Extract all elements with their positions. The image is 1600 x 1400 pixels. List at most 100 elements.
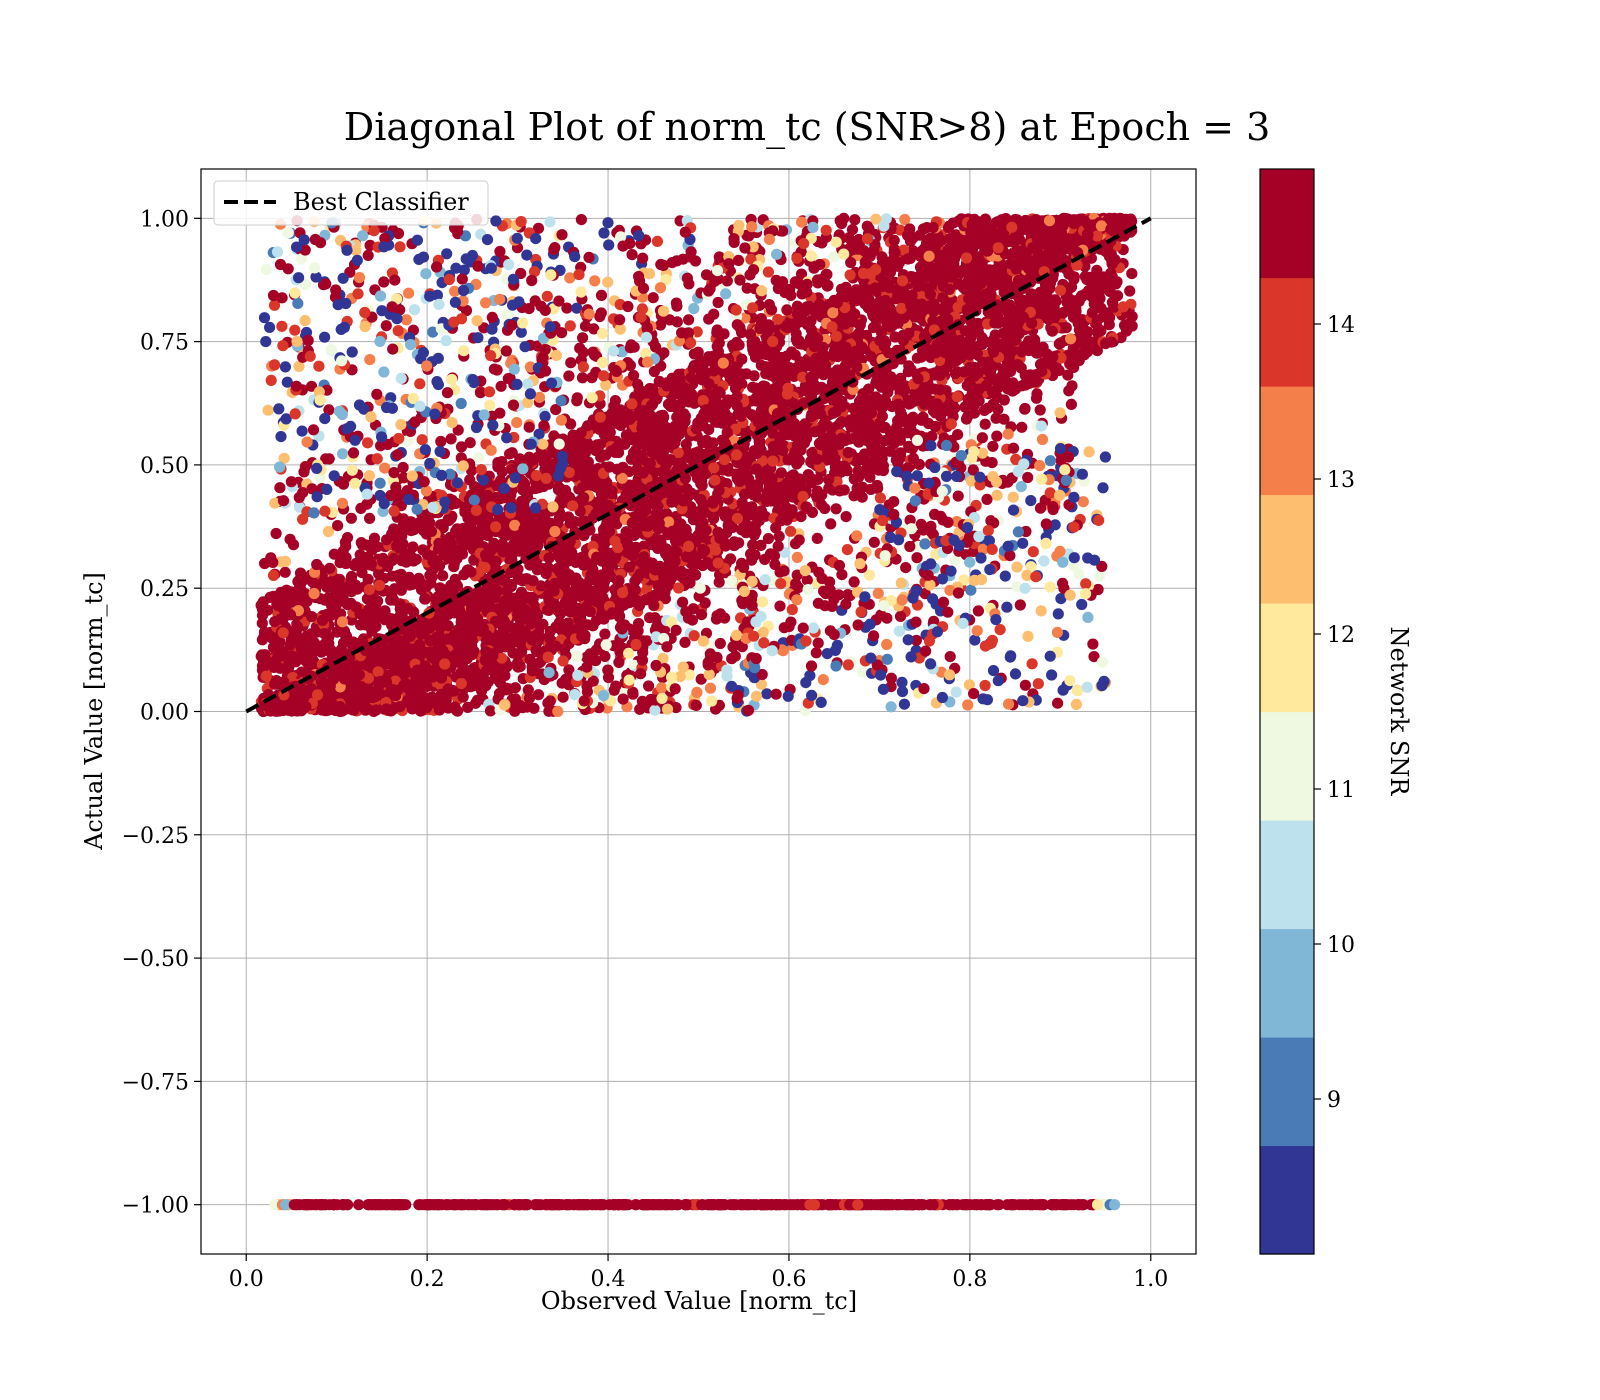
scatter-point-3406 [1095, 325, 1107, 337]
scatter-point-4648 [433, 298, 445, 310]
scatter-point-4751 [308, 587, 320, 600]
scatter-point-4956 [685, 337, 697, 349]
scatter-point-2753 [1117, 301, 1129, 313]
scatter-point-3465 [946, 356, 958, 369]
scatter-point-3513 [324, 562, 336, 574]
scatter-point-3902 [262, 404, 274, 416]
scatter-point-4972 [296, 425, 308, 437]
scatter-point-3455 [982, 402, 994, 414]
scatter-point-4220 [319, 413, 331, 425]
scatter-point-4806 [381, 611, 393, 623]
scatter-point-3906 [337, 448, 349, 460]
scatter-point-4938 [903, 227, 915, 239]
scatter-point-3248 [895, 372, 907, 384]
scatter-point-4496 [279, 566, 291, 578]
scatter-point-3196 [1107, 255, 1119, 268]
scatter-point-4666 [608, 345, 620, 357]
scatter-point-3322 [897, 384, 909, 397]
scatter-point-4851 [574, 342, 586, 354]
scatter-point-3834 [402, 603, 414, 615]
scatter-point-4737 [373, 579, 385, 592]
scatter-point-3904 [647, 292, 659, 304]
scatter-point-4251 [899, 213, 911, 226]
scatter-point-4162 [283, 656, 295, 668]
scatter-point-2128 [353, 557, 365, 569]
scatter-point-4772 [323, 637, 335, 650]
scatter-point-3377 [689, 447, 701, 459]
scatter-point-1977 [1026, 317, 1038, 329]
scatter-point-4613 [958, 280, 970, 292]
scatter-point-3921 [575, 214, 588, 226]
scatter-point-3692 [626, 249, 638, 261]
scatter-point-3616 [435, 435, 447, 448]
scatter-point-3645 [299, 315, 311, 327]
scatter-point-2758 [360, 619, 372, 631]
scatter-point-4387 [277, 495, 290, 507]
scatter-point-4707 [582, 420, 594, 432]
scatter-point-4964 [602, 217, 614, 229]
scatter-point-2129 [805, 324, 817, 336]
scatter-point-4699 [267, 569, 280, 582]
scatter-point-4679 [292, 297, 304, 309]
scatter-point-4661 [636, 418, 649, 430]
scatter-point-4952 [676, 327, 688, 339]
scatter-point-4961 [637, 467, 649, 479]
scatter-point-4631 [637, 252, 649, 264]
scatter-point-3733 [276, 320, 288, 332]
scatter-point-4700 [366, 600, 378, 612]
scatter-point-4291 [481, 234, 494, 246]
scatter-point-3775 [579, 320, 592, 332]
scatter-point-2170 [396, 530, 408, 542]
scatter-point-3556 [733, 339, 745, 351]
scatter-point-2752 [962, 410, 974, 422]
scatter-point-4239 [403, 287, 415, 299]
scatter-point-4249 [337, 584, 350, 596]
scatter-point-4289 [485, 444, 497, 456]
scatter-point-4173 [549, 525, 561, 538]
scatter-point-3563 [490, 521, 502, 533]
scatter-point-4750 [608, 403, 620, 415]
scatter-point-2036 [1081, 273, 1093, 286]
scatter-point-4841 [479, 526, 491, 539]
scatter-point-1162 [1124, 285, 1136, 297]
scatter-point-3561 [954, 334, 966, 347]
scatter-point-4287 [645, 400, 657, 412]
scatter-point-4486 [995, 226, 1007, 238]
scatter-points [255, 212, 1138, 1211]
scatter-point-4313 [271, 246, 284, 258]
scatter-point-2570 [1126, 320, 1138, 332]
scatter-point-3249 [269, 616, 281, 628]
scatter-point-4680 [414, 378, 426, 390]
scatter-point-4883 [602, 276, 614, 288]
scatter-point-4757 [415, 584, 428, 596]
scatter-point-3710 [511, 417, 523, 429]
scatter-point-4212 [323, 453, 335, 465]
scatter-point-3320 [1103, 284, 1115, 296]
scatter-point-4652 [305, 647, 317, 659]
scatter-point-4520 [656, 453, 668, 465]
scatter-point-4725 [814, 258, 826, 271]
scatter-point-4755 [588, 349, 601, 361]
scatter-point-4397 [594, 310, 606, 323]
scatter-point-4296 [378, 366, 390, 378]
scatter-point-3915 [563, 370, 575, 382]
scatter-point-3978 [264, 321, 276, 333]
scatter-point-4319 [651, 235, 664, 247]
scatter-point-4280 [395, 419, 407, 431]
scatter-point-4109 [273, 403, 285, 415]
scatter-point-4903 [567, 429, 579, 441]
scatter-point-4831 [451, 580, 463, 592]
scatter-point-4655 [289, 324, 301, 336]
scatter-point-4794 [267, 289, 280, 302]
scatter-point-4890 [408, 555, 420, 567]
scatter-point-3931 [577, 332, 589, 344]
scatter-point-4073 [601, 423, 613, 435]
scatter-point-4513 [345, 512, 357, 524]
scatter-point-1797 [335, 644, 347, 656]
scatter-point-4465 [387, 343, 399, 355]
scatter-point-2192 [1103, 319, 1115, 331]
scatter-point-1132 [305, 628, 317, 640]
scatter-point-4544 [336, 616, 349, 628]
scatter-point-4256 [274, 482, 286, 494]
scatter-point-3023 [1054, 284, 1067, 296]
